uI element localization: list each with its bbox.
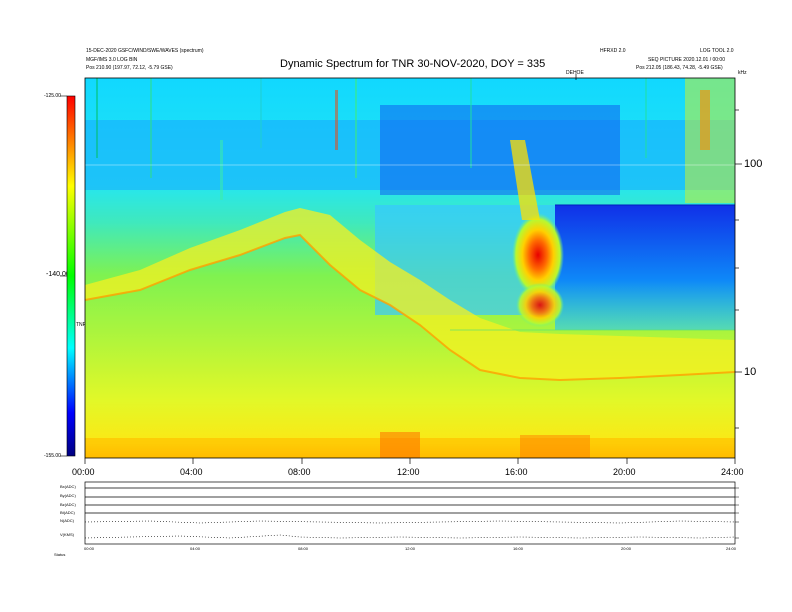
yaxis-tick-10: 10 <box>744 366 757 378</box>
lower-row-label-6: V(KMS) <box>60 532 74 537</box>
plasma-line-band <box>85 208 735 380</box>
lower-xtick-5: 20:00 <box>621 546 632 551</box>
xaxis-ticks <box>84 458 736 464</box>
plasma-line-edge <box>84 233 736 382</box>
xaxis-tick-6: 24:00 <box>721 467 744 477</box>
colorbar <box>66 95 76 457</box>
burst-upper-streak <box>510 140 540 220</box>
bottom-hot-spot-1 <box>380 432 420 458</box>
header-right-line-2: LOG TOOL 2.0 <box>700 48 734 54</box>
bottom-hot-spot-2 <box>520 435 590 458</box>
colorbar-label: TNR <box>76 322 87 328</box>
chart-title: Dynamic Spectrum for TNR 30-NOV-2020, DO… <box>280 58 546 70</box>
xaxis-tick-5: 20:00 <box>613 467 636 477</box>
freq-unit-label: kHz <box>738 70 747 76</box>
lower-xtick-4: 16:00 <box>513 546 524 551</box>
xaxis-tick-1: 04:00 <box>180 467 203 477</box>
xaxis-tick-4: 16:00 <box>505 467 528 477</box>
header-right-line-1: HFRXD 2.0 <box>600 48 626 54</box>
lower-xtick-1: 04:00 <box>190 546 201 551</box>
lower-xtick-2: 08:00 <box>298 546 309 551</box>
burst-core <box>512 213 564 297</box>
upper-blue-band-strong <box>380 105 620 195</box>
lower-row-label-1: Bx(ADC) <box>60 484 76 489</box>
header-left-line-1: 15-DEC-2020 GSFC/WIND/SWE/WAVES (spectru… <box>86 48 204 54</box>
marker-label: DEHOE <box>566 70 584 76</box>
right-active-streak <box>700 90 710 150</box>
lower-xtick-0: 00:00 <box>84 546 95 551</box>
header-right-line-4: Pos 212.05 (186.43, 74.28, -5.49 GSE) <box>636 65 723 71</box>
lower-xtick-6: 24:00 <box>726 546 737 551</box>
header-right-line-3: SEQ PICTURE 2020.12.01 / 00:00 <box>648 57 725 63</box>
lower-footer-label: Status <box>54 552 66 557</box>
xaxis-tick-0: 00:00 <box>72 467 95 477</box>
header-left-line-3: Pos 210.90 (197.97, 72.12, -5.79 GSE) <box>86 65 173 71</box>
colorbar-tick-mid: -140.00 <box>46 271 70 278</box>
colorbar-tick-top: -125.00 <box>44 93 61 99</box>
burst-tail <box>516 283 564 327</box>
lower-blue-region <box>555 205 735 330</box>
lower-trace-6 <box>84 534 736 539</box>
vertical-streaks <box>96 78 647 200</box>
lower-row-label-5: N(ADC) <box>60 518 74 523</box>
yaxis-tick-100: 100 <box>744 158 763 170</box>
colorbar-tick-bottom: -155.00 <box>44 453 61 459</box>
lower-xtick-3: 12:00 <box>405 546 416 551</box>
lower-right-ticks <box>735 487 739 539</box>
lower-row-label-2: By(ADC) <box>60 493 76 498</box>
yaxis-ticks <box>735 109 742 429</box>
spectrogram <box>84 77 736 459</box>
lower-row-label-3: Bz(ADC) <box>60 502 76 507</box>
lower-row-label-4: Bt(ADC) <box>60 510 75 515</box>
lower-panel <box>84 481 739 545</box>
header-left-line-2: MGF/IMS 3.0 LOG BIN <box>86 57 138 63</box>
xaxis-tick-3: 12:00 <box>397 467 420 477</box>
xaxis-tick-2: 08:00 <box>288 467 311 477</box>
